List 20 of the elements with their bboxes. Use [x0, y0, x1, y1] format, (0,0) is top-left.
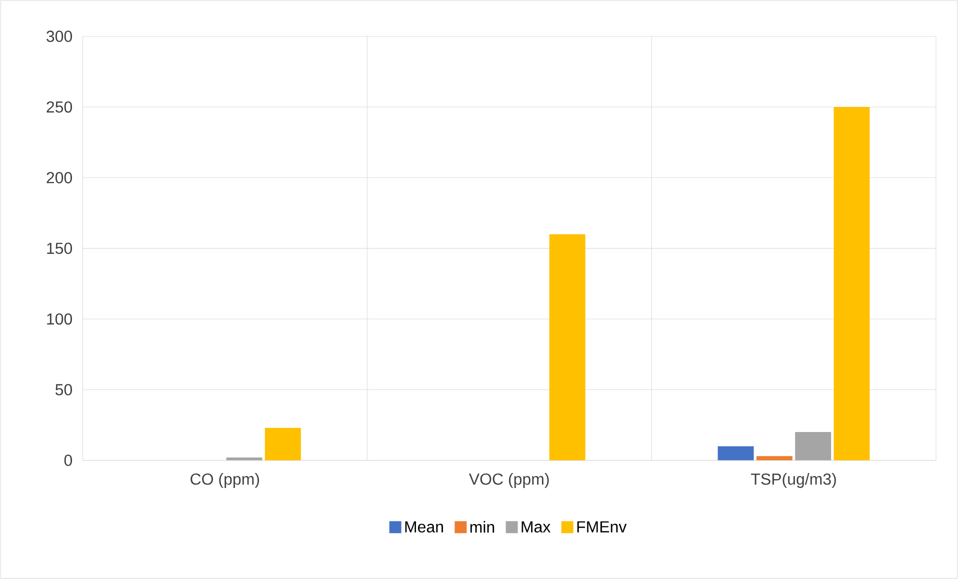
bar — [795, 432, 832, 460]
y-tick-label: 300 — [46, 30, 72, 42]
legend-label: Max — [522, 521, 550, 532]
y-tick-label: 100 — [47, 313, 72, 325]
y-tick-label: 250 — [46, 101, 72, 113]
legend-label: min — [470, 521, 494, 533]
bar — [264, 428, 301, 460]
bar — [756, 456, 792, 460]
x-tick-label: VOC (ppm) — [468, 473, 549, 488]
y-tick-label: 200 — [46, 172, 72, 184]
bar — [718, 446, 754, 460]
bar — [549, 234, 586, 460]
x-tick-label: TSP(ug/m3) — [751, 473, 836, 488]
y-tick-label: 0 — [64, 454, 72, 466]
legend-label: Mean — [405, 521, 443, 532]
bar — [834, 106, 870, 460]
x-tick-label: CO (ppm) — [190, 473, 259, 488]
y-tick-label: 50 — [55, 384, 72, 396]
legend-label: FMEnv — [577, 521, 627, 532]
y-tick-label: 150 — [47, 242, 72, 254]
